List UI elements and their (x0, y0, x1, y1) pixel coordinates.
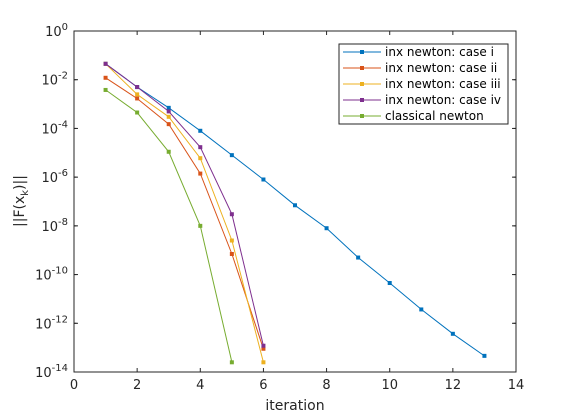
data-point (324, 226, 329, 231)
series-line (105, 77, 264, 349)
x-tick-label: 8 (322, 378, 330, 393)
legend: inx newton: case i inx newton: case ii inx… (338, 43, 509, 125)
legend-label: inx newton: case iii (385, 77, 501, 91)
legend-item: classical newton (343, 109, 484, 123)
y-tick-label: 10-6 (41, 168, 68, 186)
legend-marker (360, 66, 364, 70)
data-point (356, 255, 361, 260)
data-point (103, 87, 108, 92)
legend-label: classical newton (385, 109, 484, 123)
x-tick-label: 6 (259, 378, 267, 393)
legend-item: inx newton: case i (343, 45, 494, 59)
series-line (105, 63, 264, 346)
data-point (103, 61, 108, 66)
series-2 (103, 75, 266, 351)
data-point (229, 251, 234, 256)
series-lines (103, 61, 487, 365)
x-tick-label: 0 (70, 378, 78, 393)
series-4 (103, 61, 266, 348)
legend-item: inx newton: case iv (343, 93, 501, 107)
data-point (135, 92, 140, 97)
legend-marker (360, 82, 364, 86)
data-point (198, 223, 203, 228)
x-tick-label: 4 (196, 378, 204, 393)
y-tick-label: 10-8 (41, 217, 68, 235)
data-point (166, 114, 171, 119)
y-tick-label: 10-12 (35, 314, 68, 332)
y-axis-label: ||F(xk)|| (12, 175, 31, 227)
data-point (166, 149, 171, 154)
data-point (198, 156, 203, 161)
y-tick-label: 10-2 (41, 71, 68, 89)
data-point (229, 238, 234, 243)
data-point (135, 96, 140, 101)
y-tick-label: 10-14 (35, 363, 68, 381)
data-point (450, 331, 455, 336)
y-tick-label: 100 (45, 22, 68, 40)
data-point (198, 171, 203, 176)
data-point (166, 109, 171, 114)
legend-marker (360, 50, 364, 54)
data-point (387, 281, 392, 286)
data-point (166, 122, 171, 127)
y-axis-label-main: ||F(x (12, 196, 28, 227)
data-point (229, 153, 234, 158)
legend-marker (360, 114, 364, 118)
data-point (261, 360, 266, 365)
y-axis-label-sub: k (20, 190, 31, 196)
data-point (166, 105, 171, 110)
data-point (229, 360, 234, 365)
series-5 (103, 87, 234, 365)
x-tick-label: 2 (133, 378, 141, 393)
data-point (198, 128, 203, 133)
data-point (482, 353, 487, 358)
x-axis-label: iteration (265, 398, 324, 414)
legend-item: inx newton: case iii (343, 77, 501, 91)
x-tick-label: 14 (508, 378, 525, 393)
series-line (105, 63, 264, 363)
data-point (135, 85, 140, 90)
legend-label: inx newton: case iv (385, 93, 501, 107)
y-tick-label: 10-10 (35, 266, 68, 284)
data-point (103, 75, 108, 80)
x-ticks: 0 2 4 6 8 10 12 14 (70, 31, 524, 393)
x-tick-label: 12 (445, 378, 462, 393)
data-point (135, 110, 140, 115)
x-tick-label: 10 (381, 378, 398, 393)
y-tick-label: 10-4 (41, 119, 68, 137)
legend-label: inx newton: case i (385, 45, 494, 59)
data-point (293, 203, 297, 208)
y-axis-label-tail: )|| (12, 175, 28, 190)
data-point (261, 177, 266, 182)
data-point (261, 346, 266, 351)
legend-label: inx newton: case ii (385, 61, 497, 75)
data-point (261, 343, 266, 348)
data-point (198, 145, 203, 150)
data-point (229, 212, 234, 217)
y-ticks: 100 10-2 10-4 10-6 10-8 10-10 10-12 10-14 (35, 22, 516, 381)
legend-item: inx newton: case ii (343, 61, 497, 75)
legend-marker (360, 98, 364, 102)
data-point (419, 307, 424, 312)
